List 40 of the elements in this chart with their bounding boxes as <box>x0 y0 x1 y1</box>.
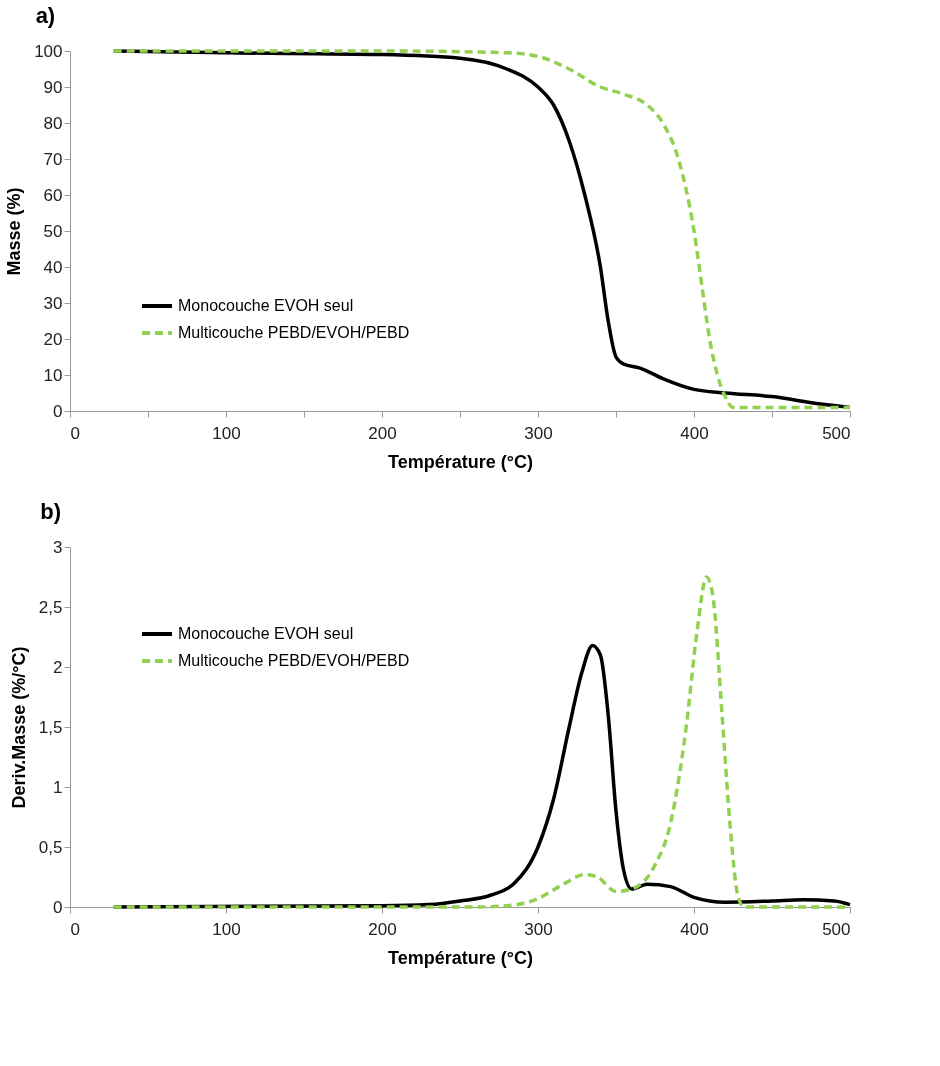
legend-label: Multicouche PEBD/EVOH/PEBD <box>178 652 410 669</box>
legend-label: Monocouche EVOH seul <box>178 625 354 642</box>
x-tick-label: 100 <box>212 919 241 939</box>
x-axis-title: Température (°C) <box>388 947 533 968</box>
y-tick-label: 80 <box>43 113 63 133</box>
x-tick-label: 200 <box>368 919 397 939</box>
y-tick-label: 100 <box>34 41 63 61</box>
x-axis-title: Température (°C) <box>388 451 533 472</box>
x-tick-label: 0 <box>70 919 80 939</box>
x-tick-label: 500 <box>822 423 851 443</box>
y-axis-title: Deriv.Masse (%/°C) <box>8 646 29 809</box>
y-tick-label: 90 <box>43 77 63 97</box>
x-tick-label: 400 <box>680 919 709 939</box>
y-axis-title: Masse (%) <box>4 187 25 276</box>
x-tick-label: 500 <box>822 919 851 939</box>
y-tick-label: 40 <box>43 257 63 277</box>
y-tick-label: 1 <box>53 777 63 797</box>
x-tick-label: 300 <box>524 423 553 443</box>
x-tick-label: 200 <box>368 423 397 443</box>
y-tick-label: 3 <box>53 537 63 557</box>
y-tick-label: 2,5 <box>38 597 63 617</box>
chart-title: a) <box>35 3 56 28</box>
y-tick-label: 20 <box>43 329 63 349</box>
y-tick-label: 10 <box>43 365 63 385</box>
x-tick-label: 400 <box>680 423 709 443</box>
y-tick-label: 50 <box>43 221 63 241</box>
y-tick-label: 0 <box>53 401 63 421</box>
legend-label: Multicouche PEBD/EVOH/PEBD <box>178 324 410 341</box>
y-tick-label: 70 <box>43 149 63 169</box>
x-tick-label: 0 <box>70 423 80 443</box>
y-tick-label: 2 <box>53 657 63 677</box>
chart-title: b) <box>40 499 62 524</box>
y-tick-label: 1,5 <box>38 717 63 737</box>
y-tick-label: 30 <box>43 293 63 313</box>
y-tick-label: 0,5 <box>38 837 63 857</box>
x-tick-label: 300 <box>524 919 553 939</box>
y-tick-label: 60 <box>43 185 63 205</box>
legend-label: Monocouche EVOH seul <box>178 297 354 314</box>
x-tick-label: 100 <box>212 423 241 443</box>
y-tick-label: 0 <box>53 897 63 917</box>
